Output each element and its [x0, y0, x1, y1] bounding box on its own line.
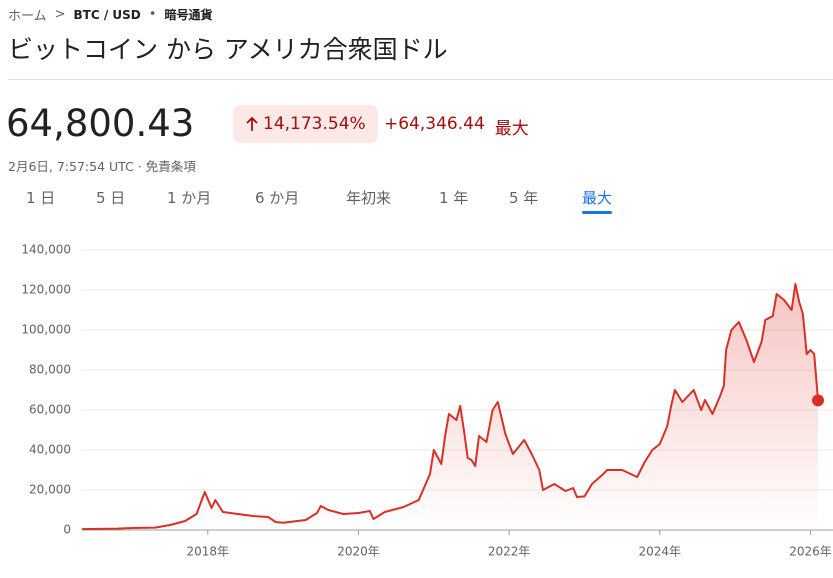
y-tick-label: 40,000 — [29, 443, 71, 457]
category[interactable]: 暗号通貨 — [164, 8, 213, 22]
range-tab[interactable]: 1 日 — [26, 189, 56, 207]
last-point — [812, 394, 824, 407]
period: 最大 — [494, 119, 529, 139]
area — [82, 284, 818, 530]
y-tick-label: 0 — [63, 523, 71, 537]
price-line — [81, 283, 819, 531]
y-tick-label: 80,000 — [29, 363, 71, 377]
y-tick-label: 20,000 — [29, 483, 71, 497]
x-tick-label: 2020年 — [337, 545, 380, 559]
range-tab[interactable]: 1 年 — [439, 189, 469, 207]
change: +64,346.44 — [384, 114, 485, 134]
title: ビットコイン から アメリカ合衆国ドル — [8, 35, 448, 64]
change-percent: 14,173.54% — [263, 114, 366, 134]
range-tab[interactable]: 5 年 — [509, 189, 539, 207]
price: 64,800.43 — [6, 102, 195, 145]
y-tick-label: 120,000 — [21, 283, 71, 297]
range-tab[interactable]: 年初来 — [346, 189, 392, 207]
x-tick-label: 2018年 — [187, 545, 230, 559]
up-arrow — [246, 116, 258, 131]
range-tab[interactable]: 5 日 — [96, 189, 126, 207]
change-badge: 14,173.54% — [233, 105, 378, 143]
divider — [8, 79, 833, 80]
range-tab[interactable]: 6 か月 — [255, 189, 300, 207]
breadcrumb: ホーム > BTC / USD • 暗号通貨 — [8, 5, 212, 24]
y-tick-label: 60,000 — [29, 403, 71, 417]
x-tick-label: 2026年 — [789, 545, 832, 559]
pair[interactable]: BTC / USD — [73, 7, 141, 22]
range-tab[interactable]: 1 か月 — [167, 189, 212, 207]
change-row: +64,346.44 最大 — [384, 114, 529, 139]
y-tick-label: 100,000 — [21, 323, 71, 337]
y-tick-label: 140,000 — [21, 243, 71, 257]
dot: • — [148, 7, 157, 22]
x-tick-label: 2022年 — [488, 545, 531, 559]
x-tick-label: 2024年 — [639, 545, 682, 559]
home-link[interactable]: ホーム — [8, 9, 47, 24]
timestamp: 2月6日, 7:57:54 UTC · 免責条項 — [8, 159, 196, 174]
separator: > — [54, 7, 66, 22]
range-tab[interactable]: 最大 — [582, 189, 613, 214]
